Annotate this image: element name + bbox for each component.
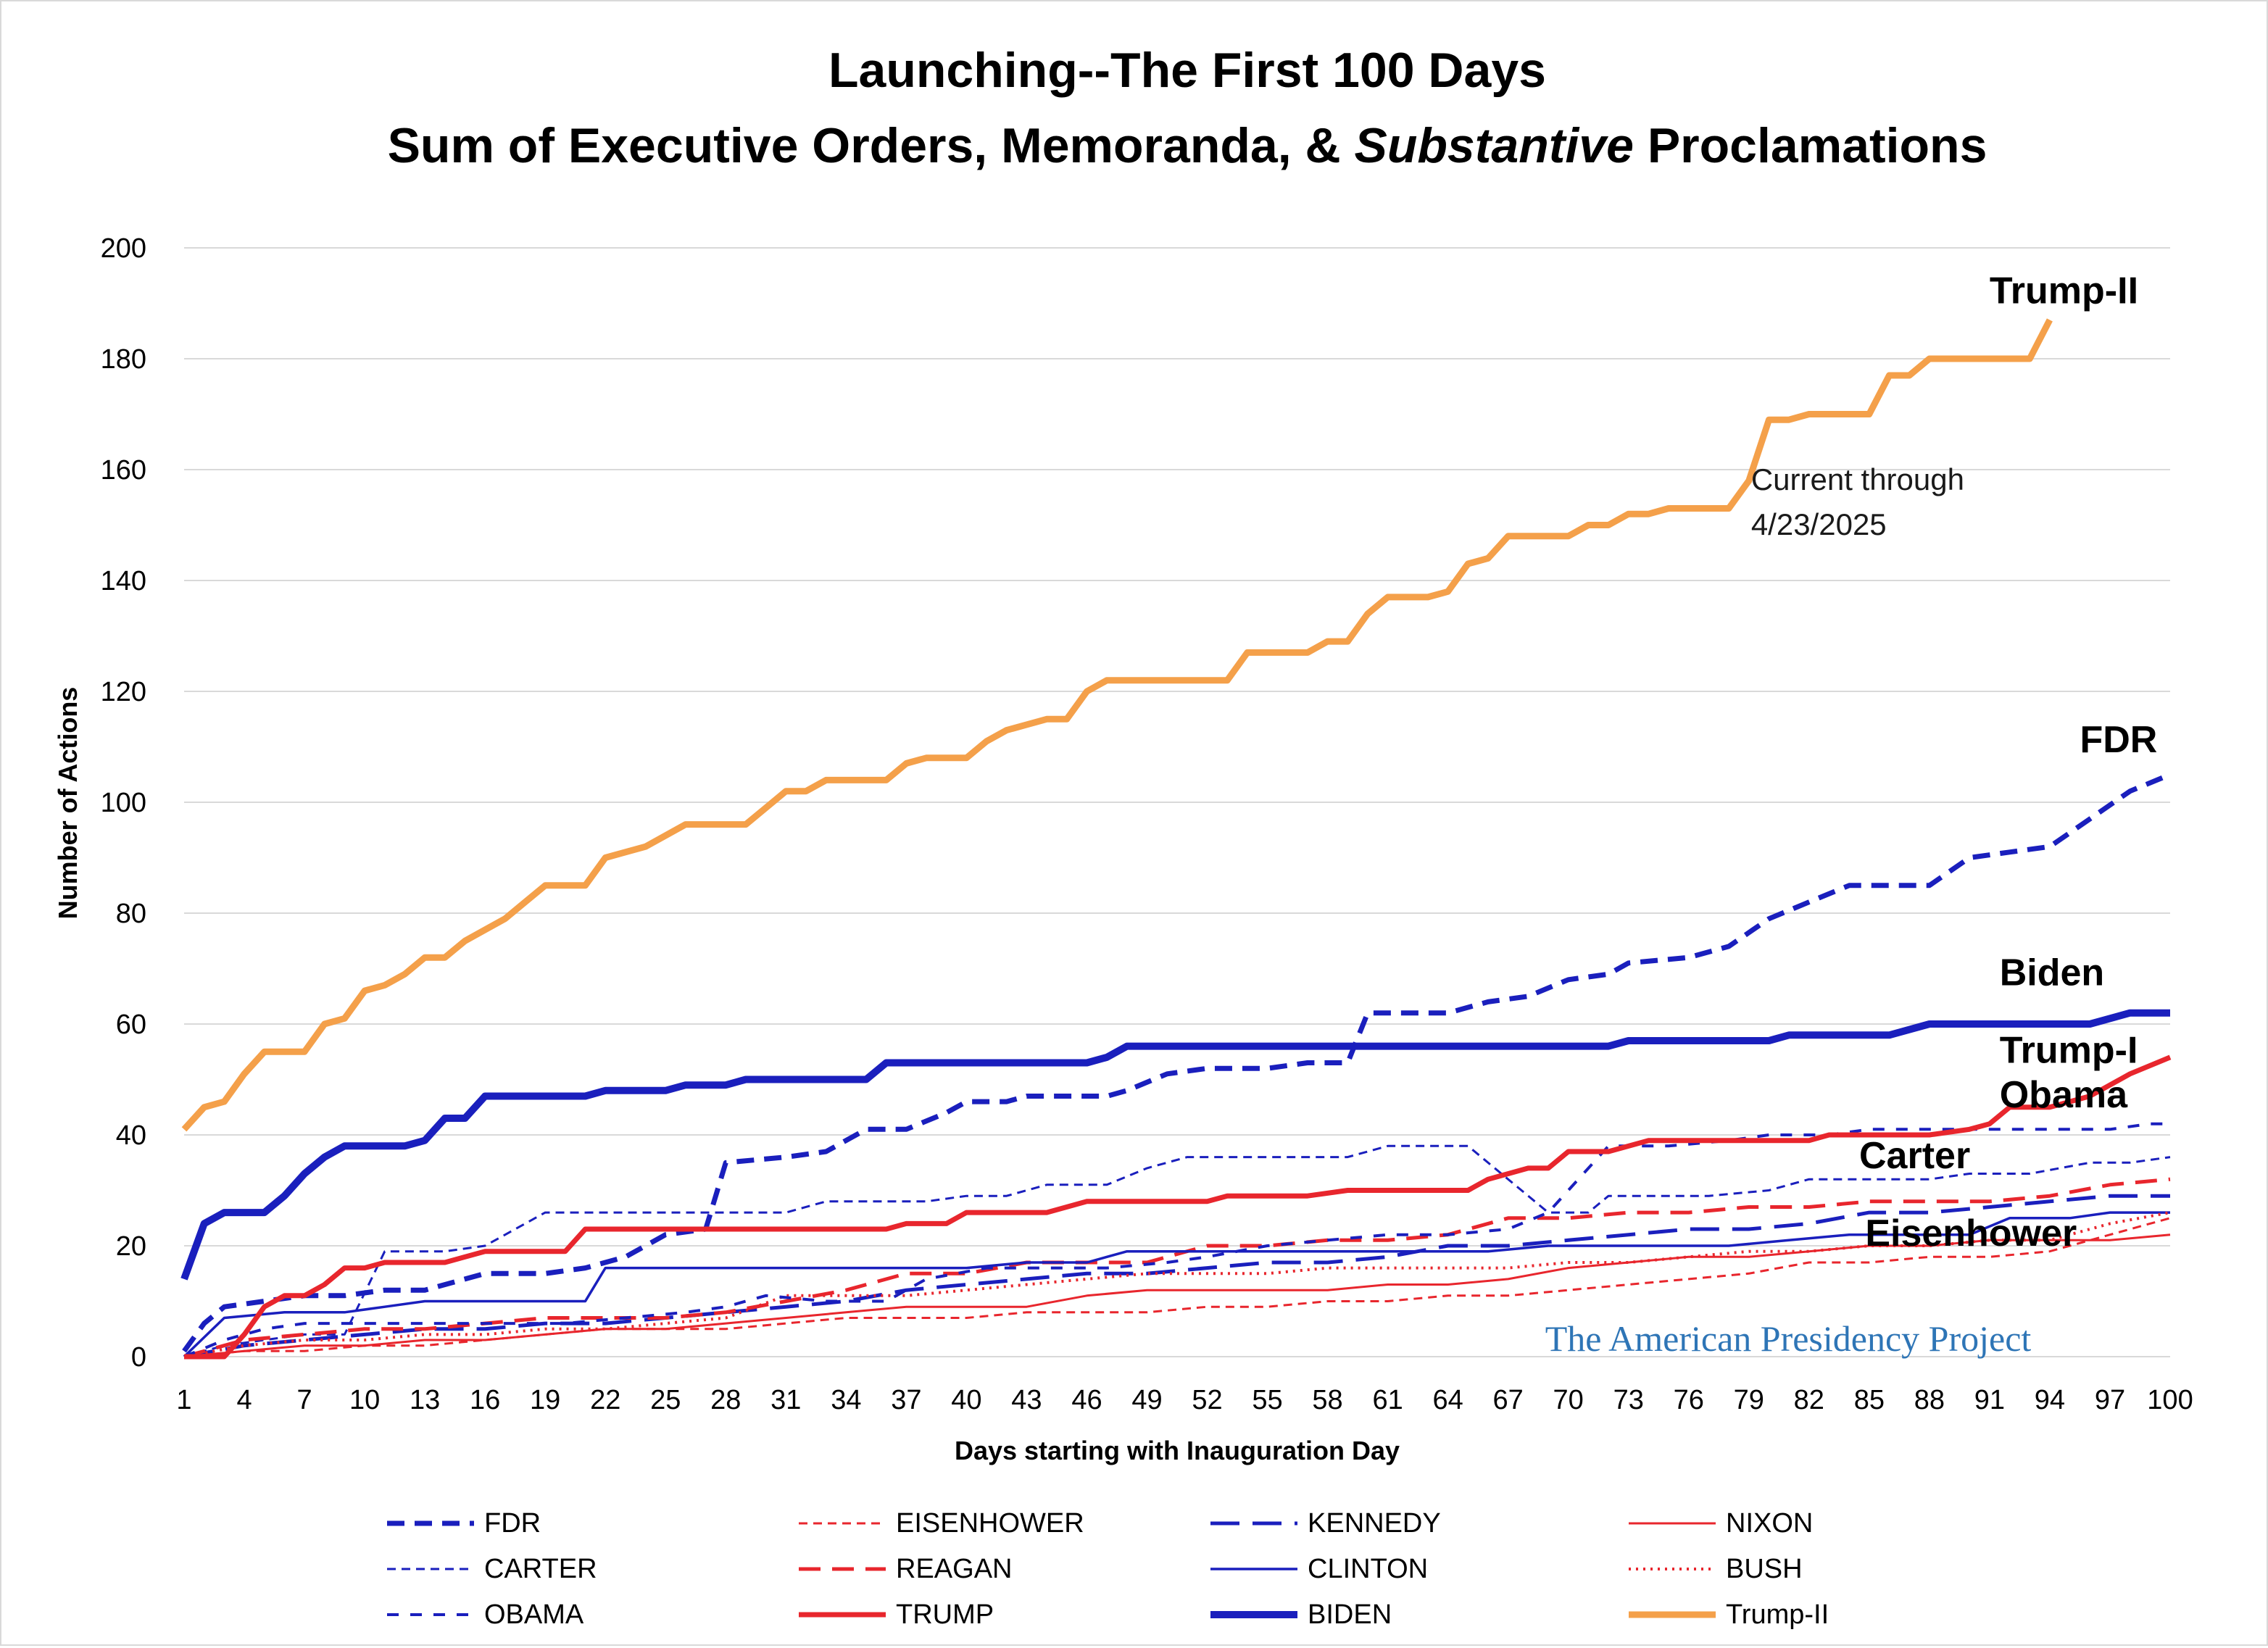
- legend-label-nixon: NIXON: [1726, 1508, 1813, 1539]
- x-tick-label: 94: [2035, 1385, 2065, 1415]
- y-tick-label: 20: [116, 1231, 146, 1262]
- x-tick-label: 91: [1974, 1385, 2005, 1415]
- chart-title-italic: Substantive: [1355, 118, 1634, 173]
- x-tick-label: 61: [1372, 1385, 1403, 1415]
- series-lines: [180, 318, 2172, 1360]
- x-tick-label: 55: [1252, 1385, 1282, 1415]
- watermark: The American Presidency Project: [1545, 1318, 2032, 1359]
- annotation-line2: 4/23/2025: [1751, 507, 1887, 541]
- callout-biden: Biden: [2000, 952, 2104, 994]
- chart-title-line2: Sum of Executive Orders, Memoranda, & Su…: [388, 118, 1987, 173]
- x-tick-label: 31: [770, 1385, 801, 1415]
- y-tick-label: 100: [101, 788, 146, 818]
- callout-trump-i: Trump-I: [2000, 1030, 2138, 1072]
- annotation-line1: Current through: [1751, 462, 1964, 496]
- legend-label-fdr: FDR: [484, 1508, 541, 1539]
- callout-eisenhower: Eisenhower: [1865, 1212, 2077, 1254]
- legend-label-biden: BIDEN: [1308, 1599, 1392, 1630]
- x-tick-label: 22: [590, 1385, 620, 1415]
- x-tick-label: 58: [1312, 1385, 1342, 1415]
- y-tick-label: 160: [101, 455, 146, 486]
- legend-label-trump: TRUMP: [896, 1599, 994, 1630]
- y-tick-label: 40: [116, 1120, 146, 1151]
- x-axis-ticks: 1 4 7 10 13 16 19 22 25 28 31 34 37 40 43 46 49 52 55 58 61 6…: [176, 1385, 2193, 1415]
- legend-label-obama: OBAMA: [484, 1599, 584, 1630]
- series-line-trump-ii: [181, 318, 2053, 1132]
- x-tick-label: 28: [710, 1385, 741, 1415]
- x-tick-label: 43: [1011, 1385, 1042, 1415]
- series-line-trump: [184, 1054, 2172, 1360]
- x-axis-label: Days starting with Inauguration Day: [955, 1436, 1400, 1465]
- series-line-obama: [183, 1122, 2170, 1358]
- x-tick-label: 46: [1071, 1385, 1102, 1415]
- callout-carter: Carter: [1859, 1135, 1970, 1177]
- legend-label-kennedy: KENNEDY: [1308, 1508, 1441, 1539]
- x-tick-label: 73: [1613, 1385, 1644, 1415]
- legend-label-trump-ii: Trump-II: [1726, 1599, 1829, 1630]
- series-line-fdr: [182, 772, 2172, 1353]
- y-tick-label: 80: [116, 899, 146, 929]
- y-tick-label: 200: [101, 233, 146, 264]
- legend-label-reagan: REAGAN: [896, 1554, 1012, 1584]
- x-tick-label: 49: [1131, 1385, 1162, 1415]
- y-tick-label: 140: [101, 566, 146, 596]
- y-tick-label: 0: [131, 1342, 146, 1373]
- callout-fdr: FDR: [2080, 719, 2157, 761]
- x-tick-label: 40: [951, 1385, 981, 1415]
- series-line-reagan: [183, 1177, 2171, 1359]
- x-tick-label: 37: [891, 1385, 921, 1415]
- series-line-kennedy: [183, 1194, 2170, 1359]
- x-tick-label: 82: [1794, 1385, 1824, 1415]
- legend-label-clinton: CLINTON: [1308, 1554, 1428, 1584]
- y-tick-label: 180: [101, 344, 146, 375]
- x-tick-label: 13: [410, 1385, 440, 1415]
- x-tick-label: 79: [1734, 1385, 1764, 1415]
- callout-obama: Obama: [2000, 1074, 2128, 1116]
- series-line-bush: [183, 1211, 2171, 1358]
- x-tick-label: 97: [2095, 1385, 2125, 1415]
- callout-trump-ii: Trump-II: [1990, 270, 2138, 312]
- series-line-carter: [183, 1144, 2171, 1358]
- legend-label-bush: BUSH: [1726, 1554, 1803, 1584]
- series-line-nixon: [183, 1233, 2171, 1358]
- x-tick-label: 70: [1553, 1385, 1584, 1415]
- series-line-eisenhower: [183, 1217, 2171, 1358]
- y-tick-label: 60: [116, 1010, 146, 1040]
- legend-label-eisenhower: EISENHOWER: [896, 1508, 1084, 1539]
- x-tick-label: 7: [296, 1385, 312, 1415]
- legend-label-carter: CARTER: [484, 1554, 597, 1584]
- chart-title-suffix: Proclamations: [1634, 118, 1987, 173]
- x-tick-label: 52: [1192, 1385, 1222, 1415]
- x-tick-label: 100: [2147, 1385, 2193, 1415]
- x-tick-label: 76: [1674, 1385, 1704, 1415]
- x-tick-label: 25: [650, 1385, 681, 1415]
- x-tick-label: 85: [1854, 1385, 1885, 1415]
- x-tick-label: 10: [349, 1385, 380, 1415]
- gridlines: [184, 247, 2170, 1357]
- series-line-clinton: [183, 1211, 2170, 1358]
- x-tick-label: 64: [1432, 1385, 1463, 1415]
- legend: FDR EISENHOWER KENNEDY NIXON CARTER REAGAN CLI…: [387, 1508, 1829, 1630]
- x-tick-label: 34: [831, 1385, 861, 1415]
- chart-title-line1: Launching--The First 100 Days: [828, 43, 1546, 98]
- x-tick-label: 4: [236, 1385, 252, 1415]
- x-tick-label: 1: [176, 1385, 191, 1415]
- y-tick-label: 120: [101, 677, 146, 707]
- series-line-biden: [180, 1009, 2170, 1281]
- chart-title-prefix: Sum of Executive Orders, Memoranda, &: [388, 118, 1355, 173]
- x-tick-label: 16: [470, 1385, 500, 1415]
- y-axis-ticks: 0 20 40 60 80 100 120 140 160 180 200: [101, 233, 146, 1373]
- x-tick-label: 88: [1914, 1385, 1945, 1415]
- x-tick-label: 67: [1493, 1385, 1524, 1415]
- y-axis-label: Number of Actions: [53, 687, 83, 920]
- x-tick-label: 19: [530, 1385, 560, 1415]
